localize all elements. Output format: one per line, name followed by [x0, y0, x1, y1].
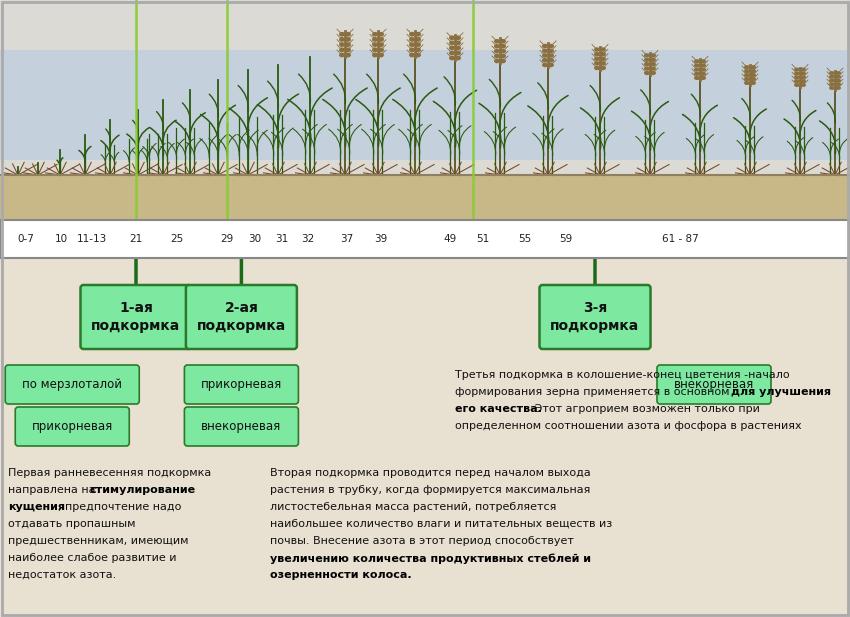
Ellipse shape	[651, 72, 655, 75]
Ellipse shape	[410, 38, 414, 41]
Text: 29: 29	[220, 234, 234, 244]
Ellipse shape	[501, 59, 505, 62]
Text: Этот агроприем возможен только при: Этот агроприем возможен только при	[531, 404, 760, 414]
Ellipse shape	[645, 54, 649, 57]
Ellipse shape	[745, 66, 749, 68]
Ellipse shape	[694, 60, 700, 63]
Ellipse shape	[836, 80, 841, 81]
Ellipse shape	[495, 49, 499, 52]
Ellipse shape	[801, 84, 805, 86]
Ellipse shape	[379, 43, 383, 46]
Ellipse shape	[373, 33, 377, 36]
Text: отдавать пропашным: отдавать пропашным	[8, 519, 135, 529]
Ellipse shape	[495, 54, 499, 57]
Ellipse shape	[595, 67, 599, 70]
Text: 3-я
подкормка: 3-я подкормка	[550, 301, 639, 333]
Ellipse shape	[601, 48, 605, 51]
FancyBboxPatch shape	[0, 220, 850, 258]
Text: 51: 51	[476, 234, 490, 244]
FancyBboxPatch shape	[15, 407, 129, 446]
Text: 21: 21	[129, 234, 143, 244]
Ellipse shape	[836, 87, 841, 89]
Ellipse shape	[450, 46, 454, 49]
Text: 11-13: 11-13	[76, 234, 107, 244]
Text: Первая ранневесенняя подкормка: Первая ранневесенняя подкормка	[8, 468, 212, 478]
Ellipse shape	[745, 81, 749, 85]
Ellipse shape	[410, 48, 414, 51]
Ellipse shape	[595, 52, 599, 56]
Ellipse shape	[801, 68, 805, 71]
Text: 25: 25	[170, 234, 184, 244]
Ellipse shape	[450, 36, 454, 39]
Ellipse shape	[450, 56, 454, 60]
Ellipse shape	[549, 49, 553, 52]
Ellipse shape	[373, 48, 377, 51]
Text: 59: 59	[559, 234, 573, 244]
Text: внекорневая: внекорневая	[674, 378, 754, 391]
FancyBboxPatch shape	[657, 365, 771, 404]
Text: стимулирование: стимулирование	[90, 485, 196, 495]
Text: для улучшения: для улучшения	[731, 387, 831, 397]
Ellipse shape	[543, 49, 547, 52]
Ellipse shape	[836, 83, 841, 86]
Ellipse shape	[501, 54, 505, 57]
Ellipse shape	[456, 36, 460, 39]
Text: 32: 32	[301, 234, 314, 244]
Ellipse shape	[801, 76, 805, 78]
Text: его качества.: его качества.	[455, 404, 542, 414]
Ellipse shape	[830, 72, 834, 74]
Text: Вторая подкормка проводится перед началом выхода: Вторая подкормка проводится перед начало…	[270, 468, 591, 478]
Text: по мерзлоталой: по мерзлоталой	[22, 378, 122, 391]
Text: наиболее слабое развитие и: наиболее слабое развитие и	[8, 553, 177, 563]
Ellipse shape	[416, 38, 420, 41]
FancyBboxPatch shape	[184, 365, 298, 404]
Text: , предпочтение надо: , предпочтение надо	[58, 502, 181, 512]
Ellipse shape	[549, 59, 553, 62]
Ellipse shape	[495, 59, 499, 62]
Ellipse shape	[651, 54, 655, 57]
Text: Третья подкормка в колошение-конец цветения -начало: Третья подкормка в колошение-конец цвете…	[455, 370, 790, 380]
Text: внекорневая: внекорневая	[201, 420, 281, 433]
Ellipse shape	[456, 46, 460, 49]
Ellipse shape	[745, 78, 749, 80]
Ellipse shape	[645, 63, 649, 65]
Ellipse shape	[543, 64, 547, 67]
Text: направлена на: направлена на	[8, 485, 99, 495]
Ellipse shape	[340, 38, 344, 41]
Ellipse shape	[450, 51, 454, 54]
Text: 61 - 87: 61 - 87	[661, 234, 699, 244]
Ellipse shape	[416, 33, 420, 36]
Ellipse shape	[456, 56, 460, 60]
Text: формирования зерна применяется в основном: формирования зерна применяется в основно…	[455, 387, 733, 397]
Text: увеличению количества продуктивных стеблей и: увеличению количества продуктивных стебл…	[270, 553, 591, 563]
Text: листостебельная масса растений, потребляется: листостебельная масса растений, потребля…	[270, 502, 557, 512]
Ellipse shape	[543, 44, 547, 48]
Ellipse shape	[751, 66, 756, 68]
Ellipse shape	[795, 68, 799, 71]
Ellipse shape	[379, 38, 383, 41]
Ellipse shape	[373, 53, 377, 57]
Ellipse shape	[379, 33, 383, 36]
Ellipse shape	[601, 67, 605, 70]
Text: почвы. Внесение азота в этот период способствует: почвы. Внесение азота в этот период спос…	[270, 536, 574, 546]
Ellipse shape	[700, 72, 706, 75]
Ellipse shape	[340, 53, 344, 57]
Ellipse shape	[379, 53, 383, 57]
Ellipse shape	[751, 74, 756, 77]
Ellipse shape	[795, 76, 799, 78]
Ellipse shape	[700, 64, 706, 67]
Text: озерненности колоса.: озерненности колоса.	[270, 570, 411, 580]
Ellipse shape	[501, 49, 505, 52]
Text: 30: 30	[248, 234, 262, 244]
FancyBboxPatch shape	[0, 0, 850, 175]
Ellipse shape	[340, 33, 344, 36]
FancyBboxPatch shape	[540, 285, 650, 349]
Ellipse shape	[410, 43, 414, 46]
Ellipse shape	[700, 68, 706, 71]
Ellipse shape	[346, 53, 350, 57]
Text: 31: 31	[275, 234, 289, 244]
FancyBboxPatch shape	[186, 285, 297, 349]
Ellipse shape	[501, 44, 505, 48]
Text: недостаток азота.: недостаток азота.	[8, 570, 116, 580]
